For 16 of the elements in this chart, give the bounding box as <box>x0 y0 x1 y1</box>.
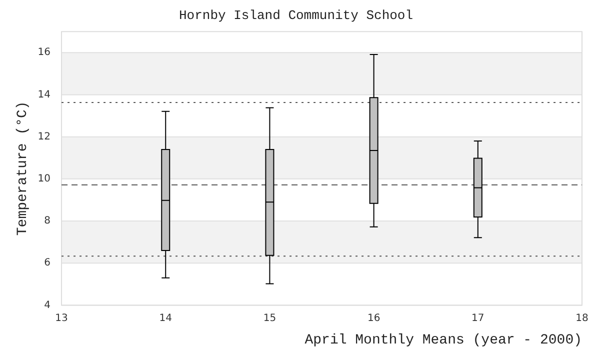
y-tick-label: 12 <box>38 131 51 142</box>
x-tick-label: 13 <box>55 312 68 324</box>
x-axis-title: April Monthly Means (year - 2000) <box>304 332 582 348</box>
x-tick-label: 18 <box>576 312 588 324</box>
y-tick-label: 8 <box>44 216 51 227</box>
x-tick-label: 15 <box>263 312 276 324</box>
y-tick-label: 6 <box>44 258 51 269</box>
x-tick-label: 14 <box>159 312 172 324</box>
y-tick-label: 4 <box>44 300 51 311</box>
y-axis-title: Temperature (°C) <box>15 101 32 236</box>
chart-title: Hornby Island Community School <box>178 8 414 24</box>
y-tick-label: 16 <box>38 47 51 58</box>
y-tick-label: 10 <box>38 174 51 185</box>
x-tick-label: 17 <box>472 312 484 324</box>
y-tick-label: 14 <box>38 89 51 100</box>
x-tick-label: 16 <box>367 312 380 324</box>
